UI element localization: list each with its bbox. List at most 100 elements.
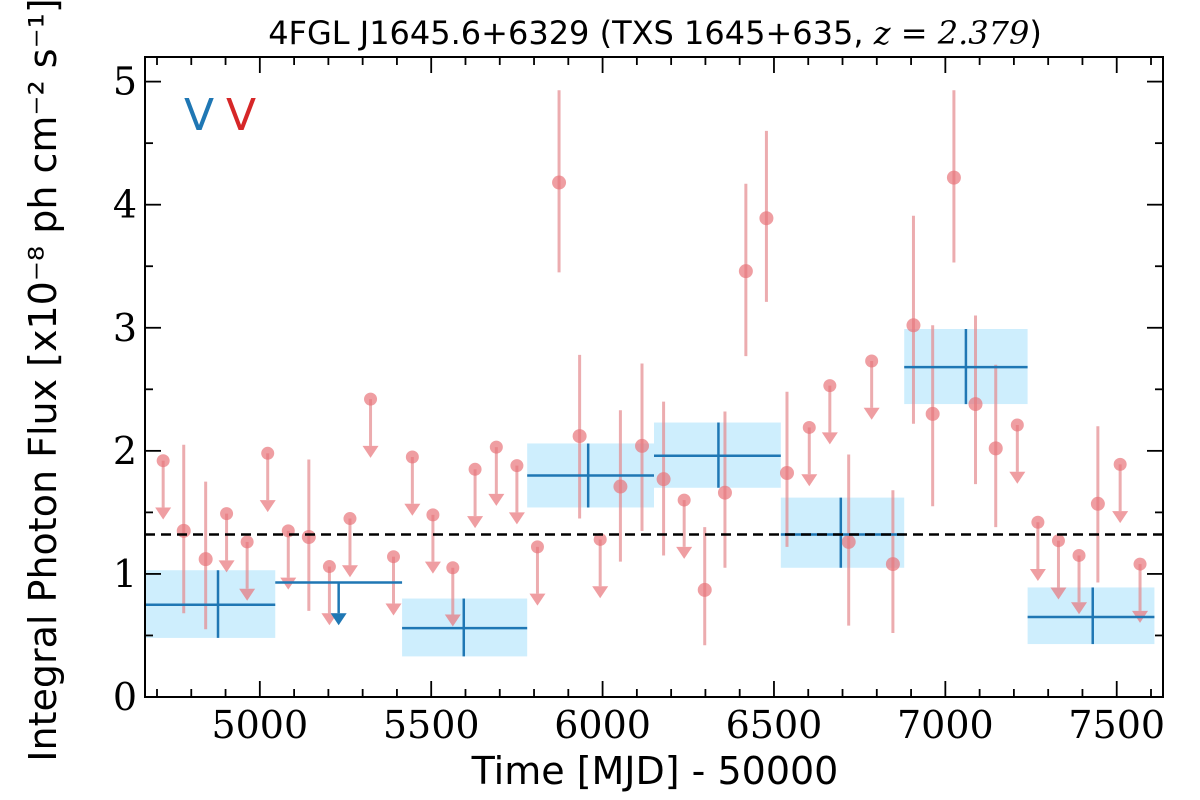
fine-detection-point bbox=[759, 130, 774, 302]
fine-upper-limit bbox=[218, 507, 235, 573]
x-tick-label: 6500 bbox=[726, 703, 823, 747]
upper-limit-arrow bbox=[259, 500, 276, 513]
upper-limit-marker bbox=[677, 493, 691, 507]
y-tick-label: 0 bbox=[113, 675, 137, 719]
fine-marker bbox=[946, 170, 961, 185]
axis-ticks: 5000 5500 6000 6500 7000 7500 0 1 2 3 4 5 bbox=[113, 57, 1165, 747]
fine-upper-limit bbox=[1112, 457, 1129, 524]
fine-upper-limit bbox=[362, 392, 379, 458]
coarse-detection-point bbox=[402, 598, 528, 657]
x-tick-label: 5500 bbox=[383, 703, 480, 747]
fine-upper-limit bbox=[404, 450, 421, 516]
upper-limit-marker bbox=[1051, 534, 1065, 548]
fine-upper-limit bbox=[488, 440, 505, 506]
x-tick-label: 7500 bbox=[1068, 703, 1165, 747]
upper-limit-marker bbox=[1031, 515, 1045, 529]
fine-marker bbox=[779, 466, 794, 480]
y-tick-label: 2 bbox=[113, 429, 137, 473]
coarse-bin-bands bbox=[145, 329, 1155, 657]
upper-limit-marker bbox=[426, 508, 440, 522]
x-tick-label: 5000 bbox=[211, 703, 308, 747]
upper-limit-arrow bbox=[155, 507, 172, 520]
fine-bin-series bbox=[155, 90, 1149, 646]
upper-limit-marker bbox=[240, 535, 254, 549]
fine-detection-point bbox=[968, 315, 983, 485]
fine-marker bbox=[697, 582, 712, 597]
fine-upper-limit bbox=[341, 512, 358, 578]
upper-limit-arrow bbox=[676, 546, 693, 559]
x-tick-label: 6000 bbox=[554, 703, 651, 747]
upper-limit-marker bbox=[220, 507, 234, 521]
fine-marker bbox=[572, 429, 587, 444]
upper-limit-marker bbox=[343, 512, 357, 526]
upper-limit-marker bbox=[261, 446, 275, 460]
coarse-error-band bbox=[780, 497, 905, 568]
fine-detection-point bbox=[717, 411, 732, 568]
fine-upper-limit bbox=[863, 354, 880, 420]
fine-detection-point bbox=[635, 363, 650, 531]
upper-limit-arrow bbox=[1112, 511, 1129, 524]
upper-limit-marker bbox=[865, 354, 879, 368]
upper-limit-arrow bbox=[529, 593, 546, 606]
y-tick-label: 5 bbox=[113, 60, 137, 104]
upper-limit-arrow bbox=[1009, 471, 1026, 484]
upper-limit-arrow bbox=[801, 474, 818, 487]
coarse-detection-point bbox=[1027, 587, 1155, 645]
fine-marker bbox=[1090, 496, 1105, 511]
fine-marker bbox=[988, 441, 1003, 456]
fine-detection-point bbox=[697, 527, 712, 646]
fine-marker bbox=[906, 318, 921, 333]
upper-limit-arrow bbox=[821, 432, 838, 445]
coarse-detection-point bbox=[145, 570, 276, 638]
fine-upper-limit bbox=[444, 561, 461, 627]
fine-upper-limit bbox=[592, 532, 609, 599]
fine-marker bbox=[885, 557, 900, 572]
upper-limit-marker bbox=[1010, 418, 1024, 432]
fine-upper-limit bbox=[1071, 548, 1088, 615]
fine-upper-limit bbox=[1050, 534, 1067, 600]
fine-marker bbox=[613, 479, 628, 494]
fine-marker bbox=[738, 264, 753, 279]
fine-upper-limit bbox=[801, 420, 818, 487]
fine-detection-point bbox=[613, 410, 628, 562]
fine-marker bbox=[717, 485, 732, 500]
y-tick-label: 4 bbox=[113, 183, 137, 227]
coarse-detection-point bbox=[904, 329, 1028, 405]
upper-limit-arrow bbox=[508, 512, 525, 525]
plot-frame bbox=[144, 56, 1164, 698]
upper-limit-marker bbox=[405, 450, 419, 464]
fine-detection-point bbox=[906, 215, 921, 424]
upper-limit-marker bbox=[364, 392, 378, 406]
coarse-detection-point bbox=[527, 443, 654, 508]
legend-label-blue: V bbox=[184, 90, 214, 141]
fine-detection-point bbox=[925, 325, 940, 507]
upper-limit-marker bbox=[489, 440, 503, 454]
y-axis-label: Integral Photon Flux [x10⁻⁸ ph cm⁻² s⁻¹] bbox=[21, 0, 65, 762]
fine-detection-point bbox=[841, 454, 856, 626]
fine-detection-point bbox=[885, 490, 900, 633]
fine-upper-limit bbox=[508, 459, 525, 525]
upper-limit-arrow bbox=[467, 516, 484, 529]
y-tick-label: 3 bbox=[113, 306, 137, 350]
coarse-detection-point bbox=[654, 422, 781, 488]
upper-limit-arrow bbox=[424, 561, 441, 574]
upper-limit-arrow bbox=[444, 614, 461, 627]
fine-detection-point bbox=[572, 354, 587, 519]
upper-limit-marker bbox=[468, 462, 482, 476]
upper-limit-arrow bbox=[863, 407, 880, 420]
upper-limit-arrow bbox=[404, 503, 421, 516]
upper-limit-arrow bbox=[239, 588, 256, 601]
upper-limit-marker bbox=[322, 560, 336, 574]
fine-marker bbox=[635, 438, 650, 453]
y-tick-label: 1 bbox=[113, 552, 137, 596]
coarse-bin-series bbox=[145, 329, 1155, 657]
upper-limit-arrow bbox=[488, 493, 505, 506]
fine-detection-point bbox=[779, 391, 794, 547]
fine-detection-point bbox=[738, 183, 753, 357]
fine-upper-limit bbox=[155, 454, 172, 520]
upper-limit-arrow bbox=[1071, 602, 1088, 615]
fine-upper-limit bbox=[259, 446, 276, 513]
fine-marker bbox=[552, 175, 567, 190]
fine-marker bbox=[198, 552, 213, 567]
upper-limit-marker bbox=[1133, 557, 1147, 571]
